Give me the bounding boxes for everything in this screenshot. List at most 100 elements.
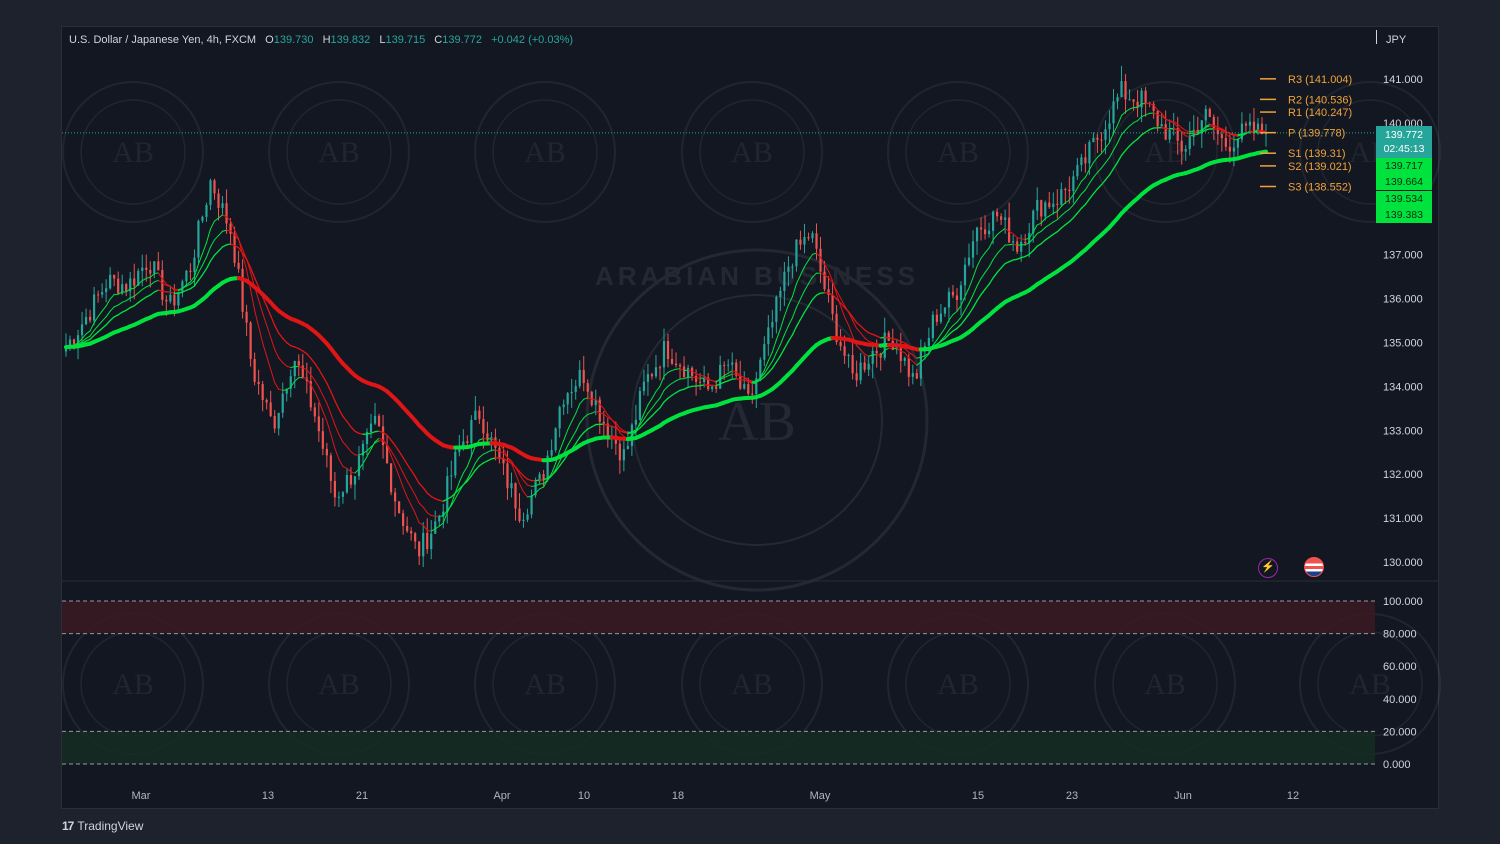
ma-segment [402, 457, 408, 465]
oversold-zone [62, 731, 1375, 764]
ma-segment [1225, 132, 1231, 138]
us-flag-event-icon[interactable] [1304, 557, 1324, 577]
ma-segment [286, 386, 292, 391]
oscillator-tick-label: 20.000 [1383, 726, 1417, 738]
ma-segment [434, 525, 440, 530]
ma-segment [498, 450, 504, 454]
open-value: 139.730 [273, 34, 314, 46]
ma-segment [1132, 138, 1139, 143]
ma-segment [125, 306, 131, 312]
candle-body [209, 180, 212, 205]
ma-segment [1080, 176, 1086, 182]
ma-segment [510, 462, 516, 474]
ma-segment [1185, 130, 1191, 132]
ma-segment [1121, 111, 1127, 117]
ma-segment [430, 495, 436, 500]
ma-segment [121, 309, 127, 313]
ma-segment [514, 466, 521, 473]
candle-body [574, 386, 577, 392]
candle-body [185, 270, 188, 282]
ma-segment [338, 408, 344, 418]
ma-segment [274, 348, 280, 359]
ma-segment [290, 366, 296, 368]
candle-body [1160, 124, 1163, 127]
candle-body [261, 384, 264, 401]
ma-segment [1153, 104, 1159, 111]
candle-body [690, 367, 694, 376]
tradingview-branding[interactable]: 17 TradingView [62, 819, 143, 833]
currency-label[interactable]: JPY [1386, 34, 1407, 46]
candle-body [377, 415, 381, 427]
ma-segment [181, 289, 188, 293]
ma-segment [121, 300, 127, 303]
ma-segment [1068, 217, 1075, 223]
ma-segment [908, 351, 914, 356]
ma-segment [583, 397, 589, 400]
ma-segment [218, 230, 224, 237]
price-tick-label: 136.000 [1383, 294, 1423, 306]
candle-body [662, 341, 666, 368]
high-key: H [322, 34, 331, 46]
ma-segment [820, 256, 826, 265]
ma-segment [133, 302, 139, 307]
ma-segment [651, 391, 657, 400]
candle-body [1096, 137, 1099, 140]
ma-segment [342, 466, 348, 469]
ma-segment [153, 279, 159, 283]
candle-body [618, 443, 621, 461]
candle-body [313, 407, 316, 417]
ma-segment [177, 287, 183, 291]
ma-segment [378, 440, 384, 442]
ma-segment [109, 306, 115, 312]
ma-segment [438, 522, 444, 527]
ma-segment [651, 411, 657, 417]
ma-segment [603, 413, 609, 418]
ma-segment [1064, 221, 1070, 226]
candle-body [145, 267, 148, 271]
ma-segment [77, 338, 83, 344]
candle-body [265, 400, 268, 403]
candle-body [871, 350, 874, 364]
ma-segment [486, 458, 493, 462]
ma-segment [619, 432, 625, 437]
ma-segment [675, 389, 681, 394]
ma-segment [378, 430, 384, 434]
ma-segment [1116, 154, 1123, 164]
candle-body [177, 292, 180, 306]
ma-segment [952, 321, 958, 327]
price-tick-label: 141.000 [1383, 74, 1423, 86]
ma-segment [1092, 156, 1098, 163]
ma-segment [759, 376, 765, 381]
ma-segment [948, 330, 954, 336]
ma-segment [93, 325, 99, 331]
ma-segment [924, 353, 930, 359]
ma-segment [1205, 125, 1211, 128]
ma-segment [639, 423, 645, 429]
candle-body [121, 284, 124, 294]
ma-segment [205, 260, 212, 270]
ma-segment [494, 449, 500, 452]
candle-body [1020, 241, 1023, 252]
ma-segment [984, 283, 990, 290]
ma-mid2 [65, 126, 1267, 502]
ma-segment [1024, 242, 1030, 246]
ma-segment [1100, 162, 1106, 169]
ma-segment [912, 360, 918, 366]
candle-body [927, 338, 930, 346]
ma-segment [438, 515, 444, 517]
candle-body [137, 270, 140, 286]
ma-segment [791, 283, 797, 298]
candle-body [398, 501, 401, 514]
candle-body [450, 475, 453, 477]
ma-segment [238, 239, 244, 250]
ma-segment [859, 325, 866, 331]
ma-segment [1024, 253, 1030, 258]
candle-body [281, 393, 284, 413]
watermark-monogram: AB [1144, 668, 1186, 701]
candle-body [1088, 142, 1091, 164]
flash-event-icon[interactable]: ⚡ [1258, 558, 1278, 578]
ma-segment [663, 397, 669, 403]
ma-segment [209, 239, 215, 248]
ma-segment [856, 345, 862, 351]
